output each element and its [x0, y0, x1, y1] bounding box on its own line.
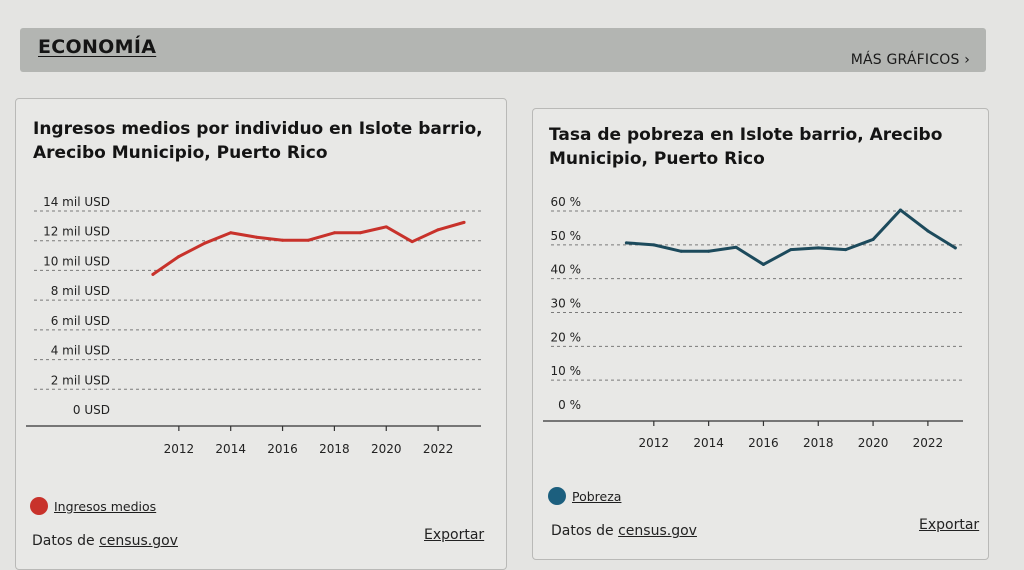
legend-label-poverty[interactable]: Pobreza	[572, 488, 622, 504]
legend-dot-icon	[548, 487, 566, 505]
x-tick-label: 2012	[164, 442, 195, 456]
data-point	[306, 238, 310, 242]
data-point	[871, 237, 875, 241]
income-chart-title: Ingresos medios por individuo en Islote …	[33, 119, 483, 163]
x-tick-label: 2022	[913, 436, 944, 450]
y-tick-label: 20 %	[551, 330, 582, 344]
data-point	[844, 248, 848, 252]
data-point	[203, 241, 207, 245]
y-tick-label: 0 USD	[73, 403, 110, 417]
y-tick-label: 30 %	[551, 297, 582, 311]
data-point	[652, 243, 656, 247]
data-point	[734, 245, 738, 249]
data-point	[679, 249, 683, 253]
export-button[interactable]: Exportar	[919, 517, 980, 533]
source-prefix: Datos de	[32, 533, 100, 549]
x-tick-label: 2012	[639, 436, 670, 450]
data-point	[436, 228, 440, 232]
data-point	[816, 246, 820, 250]
x-tick-label: 2014	[693, 436, 724, 450]
income-source: Datos de census.gov	[32, 533, 178, 549]
legend-label-income[interactable]: Ingresos medios	[54, 498, 157, 514]
data-point	[410, 240, 414, 244]
x-tick-label: 2016	[748, 436, 779, 450]
y-tick-label: 6 mil USD	[51, 314, 110, 328]
y-tick-label: 10 %	[551, 364, 582, 378]
income-line-chart: 0 USD 2 mil USD 4 mil USD 6 mil USD 8 mil US…	[26, 195, 481, 456]
y-tick-label: 40 %	[551, 263, 582, 277]
poverty-line-chart: 0 % 10 % 20 % 30 % 40 % 50 % 60 % 2012 2014 2016 2…	[543, 195, 963, 450]
more-charts-link[interactable]: MÁS GRÁFICOS ›	[850, 52, 970, 68]
data-point	[358, 231, 362, 235]
y-tick-label: 0 %	[558, 398, 581, 412]
poverty-chart-title: Tasa de pobreza en Islote barrio, Arecib…	[549, 125, 943, 169]
series-line-ingresos-medios	[151, 220, 466, 276]
data-point	[624, 241, 628, 245]
data-point	[953, 246, 957, 250]
data-point	[707, 249, 711, 253]
x-tick-label: 2018	[319, 442, 350, 456]
legend-dot-icon	[30, 497, 48, 515]
data-point	[151, 272, 155, 276]
data-point	[229, 231, 233, 235]
data-point	[332, 231, 336, 235]
income-legend[interactable]: Ingresos medios	[30, 497, 156, 515]
x-tick-label: 2020	[858, 436, 889, 450]
y-tick-label: 12 mil USD	[43, 225, 110, 239]
export-button[interactable]: Exportar	[424, 527, 485, 543]
source-prefix: Datos de	[551, 523, 619, 539]
x-tick-label: 2022	[423, 442, 454, 456]
y-tick-label: 4 mil USD	[51, 344, 110, 358]
data-point	[761, 262, 765, 266]
y-tick-label: 8 mil USD	[51, 284, 110, 298]
poverty-source: Datos de census.gov	[551, 523, 697, 539]
poverty-chart-card: Tasa de pobreza en Islote barrio, Arecib…	[532, 108, 989, 560]
data-point	[789, 248, 793, 252]
data-point	[255, 235, 259, 239]
series-line-pobreza	[624, 208, 957, 266]
data-point	[177, 255, 181, 259]
data-point	[926, 229, 930, 233]
census-link[interactable]: census.gov	[618, 523, 697, 539]
data-point	[281, 238, 285, 242]
section-title: ECONOMÍA	[38, 36, 157, 58]
y-tick-label: 14 mil USD	[43, 195, 110, 209]
y-tick-label: 60 %	[551, 195, 582, 209]
data-point	[384, 225, 388, 229]
y-tick-label: 10 mil USD	[43, 254, 110, 268]
y-tick-label: 2 mil USD	[51, 373, 110, 387]
x-tick-label: 2018	[803, 436, 834, 450]
income-chart-card: Ingresos medios por individuo en Islote …	[15, 98, 507, 570]
section-header: ECONOMÍA MÁS GRÁFICOS ›	[20, 28, 986, 72]
poverty-legend[interactable]: Pobreza	[548, 487, 621, 505]
x-tick-label: 2020	[371, 442, 402, 456]
data-point	[898, 208, 902, 212]
census-link[interactable]: census.gov	[99, 533, 178, 549]
x-tick-label: 2014	[215, 442, 246, 456]
y-tick-label: 50 %	[551, 229, 582, 243]
x-tick-label: 2016	[267, 442, 298, 456]
data-point	[462, 220, 466, 224]
